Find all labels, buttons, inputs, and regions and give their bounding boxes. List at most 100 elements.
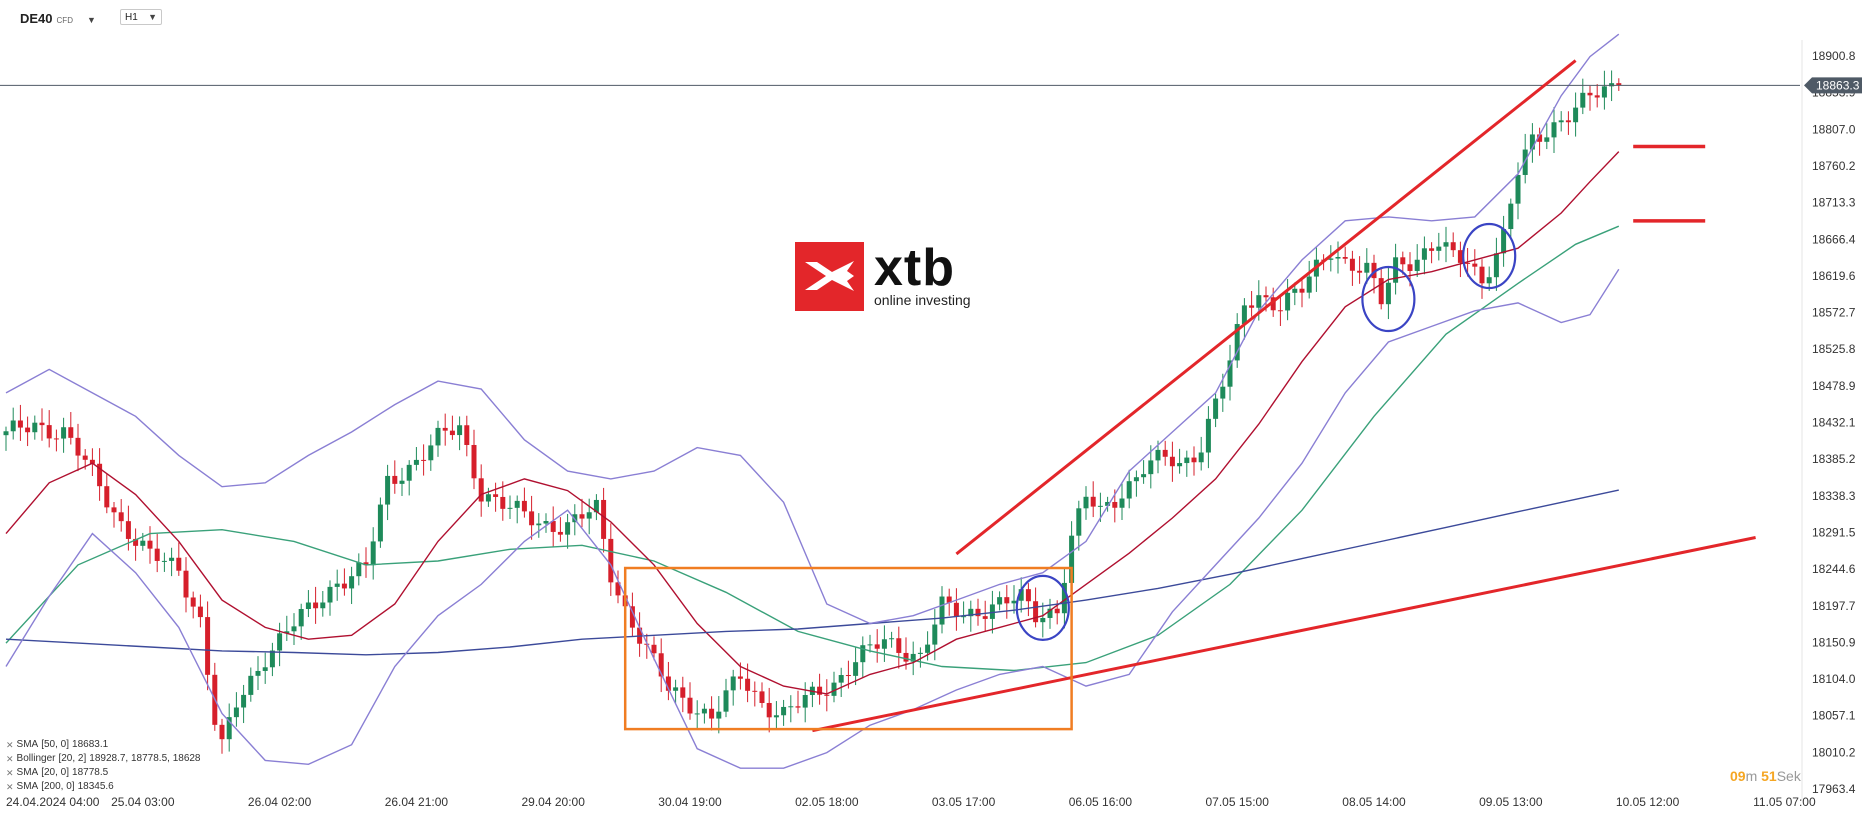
candle — [1126, 469, 1132, 509]
consolidation-box — [623, 566, 1073, 731]
candle — [1177, 448, 1183, 474]
candle — [1378, 267, 1384, 310]
candle-body — [845, 675, 851, 677]
candle-body — [1292, 288, 1298, 293]
timeframe-selector[interactable]: H1 ▼ — [120, 9, 162, 25]
candle — [1551, 107, 1557, 153]
chevron-down-icon: ▼ — [148, 12, 157, 22]
candle-body — [536, 523, 542, 526]
candle-body — [1162, 449, 1168, 457]
candle-body — [824, 694, 830, 696]
candle — [658, 638, 664, 693]
candle — [860, 636, 866, 678]
candle-body — [773, 715, 779, 718]
legend-item[interactable]: ✕ SMA [200, 0] 18345.6 — [6, 780, 201, 794]
candle — [1133, 470, 1139, 497]
candle-body — [953, 602, 959, 617]
candle — [1184, 450, 1190, 477]
candle — [97, 448, 103, 501]
candle — [759, 682, 765, 708]
candle-body — [133, 538, 139, 546]
candle-body — [327, 586, 333, 603]
candle-body — [1205, 418, 1211, 453]
candle — [305, 590, 311, 618]
close-icon[interactable]: ✕ — [6, 782, 14, 792]
candle-body — [925, 644, 931, 653]
price-tick-label: 17963.4 — [1812, 782, 1856, 796]
candle-body — [341, 583, 347, 589]
candle-body — [413, 459, 419, 465]
symbol-selector[interactable]: DE40 CFD ▼ — [20, 11, 96, 26]
candle-body — [896, 638, 902, 653]
candle-body — [161, 560, 167, 562]
legend-value: 18928.7, 18778.5, 18628 — [89, 753, 201, 764]
candle-body — [1378, 278, 1384, 305]
candle-body — [313, 602, 319, 609]
close-icon[interactable]: ✕ — [6, 740, 14, 750]
candle — [428, 434, 434, 471]
highlight-circle — [1015, 574, 1070, 642]
candle-body — [154, 548, 160, 561]
legend-label: SMA — [16, 767, 39, 778]
candle-body — [1558, 120, 1564, 123]
candle-body — [32, 422, 38, 433]
candle-body — [25, 427, 31, 433]
timer-minutes: 09 — [1730, 768, 1746, 784]
candle-body — [277, 633, 283, 651]
candle-body — [500, 496, 506, 509]
candle-body — [1213, 398, 1219, 419]
legend-label: SMA — [16, 739, 39, 750]
candle — [32, 415, 38, 440]
candle — [89, 448, 95, 477]
close-icon[interactable]: ✕ — [6, 768, 14, 778]
candle — [637, 612, 643, 657]
candle-body — [766, 702, 772, 718]
candle-body — [781, 706, 787, 716]
candle — [752, 681, 758, 707]
candle-body — [1587, 92, 1593, 96]
candle — [291, 613, 297, 646]
candle — [1241, 298, 1247, 340]
candle — [1299, 277, 1305, 308]
candle — [687, 682, 693, 720]
legend-item[interactable]: ✕ SMA [20, 0] 18778.5 — [6, 766, 201, 780]
candle-body — [1097, 505, 1103, 507]
price-tick-label: 18197.7 — [1812, 599, 1856, 613]
legend-item[interactable]: ✕ Bollinger [20, 2] 18928.7, 18778.5, 18… — [6, 752, 201, 766]
candle — [363, 547, 369, 578]
candle-body — [147, 540, 153, 549]
candle — [334, 569, 340, 601]
candle-body — [1090, 496, 1096, 507]
candle-body — [197, 606, 203, 618]
candle — [169, 547, 175, 577]
highlight-circle — [1361, 265, 1416, 333]
candle — [161, 552, 167, 572]
indicator-legend: ✕ SMA [50, 0] 18683.1 ✕ Bollinger [20, 2… — [6, 738, 201, 794]
candle — [284, 615, 290, 641]
legend-params: [20, 2] — [58, 753, 87, 764]
candle-body — [1299, 288, 1305, 293]
candle-body — [889, 638, 895, 640]
candle — [1457, 241, 1463, 278]
candle — [313, 586, 319, 624]
candle-body — [1133, 477, 1139, 482]
legend-item[interactable]: ✕ SMA [50, 0] 18683.1 — [6, 738, 201, 752]
candle-body — [485, 494, 491, 502]
candle — [298, 603, 304, 640]
candle — [1580, 78, 1586, 115]
time-tick-label: 26.04 21:00 — [385, 795, 449, 809]
candle-body — [795, 706, 801, 708]
candle — [997, 591, 1003, 611]
candle-body — [752, 690, 758, 692]
candle — [1277, 294, 1283, 326]
candle-body — [1004, 597, 1010, 604]
symbol-name: DE40 — [20, 11, 53, 26]
candle — [1493, 237, 1499, 291]
candle-body — [903, 652, 909, 662]
price-tick-label: 18104.0 — [1812, 672, 1856, 686]
price-tick-label: 18807.0 — [1812, 122, 1856, 136]
candle — [1349, 250, 1355, 286]
close-icon[interactable]: ✕ — [6, 754, 14, 764]
candle-body — [392, 475, 398, 484]
